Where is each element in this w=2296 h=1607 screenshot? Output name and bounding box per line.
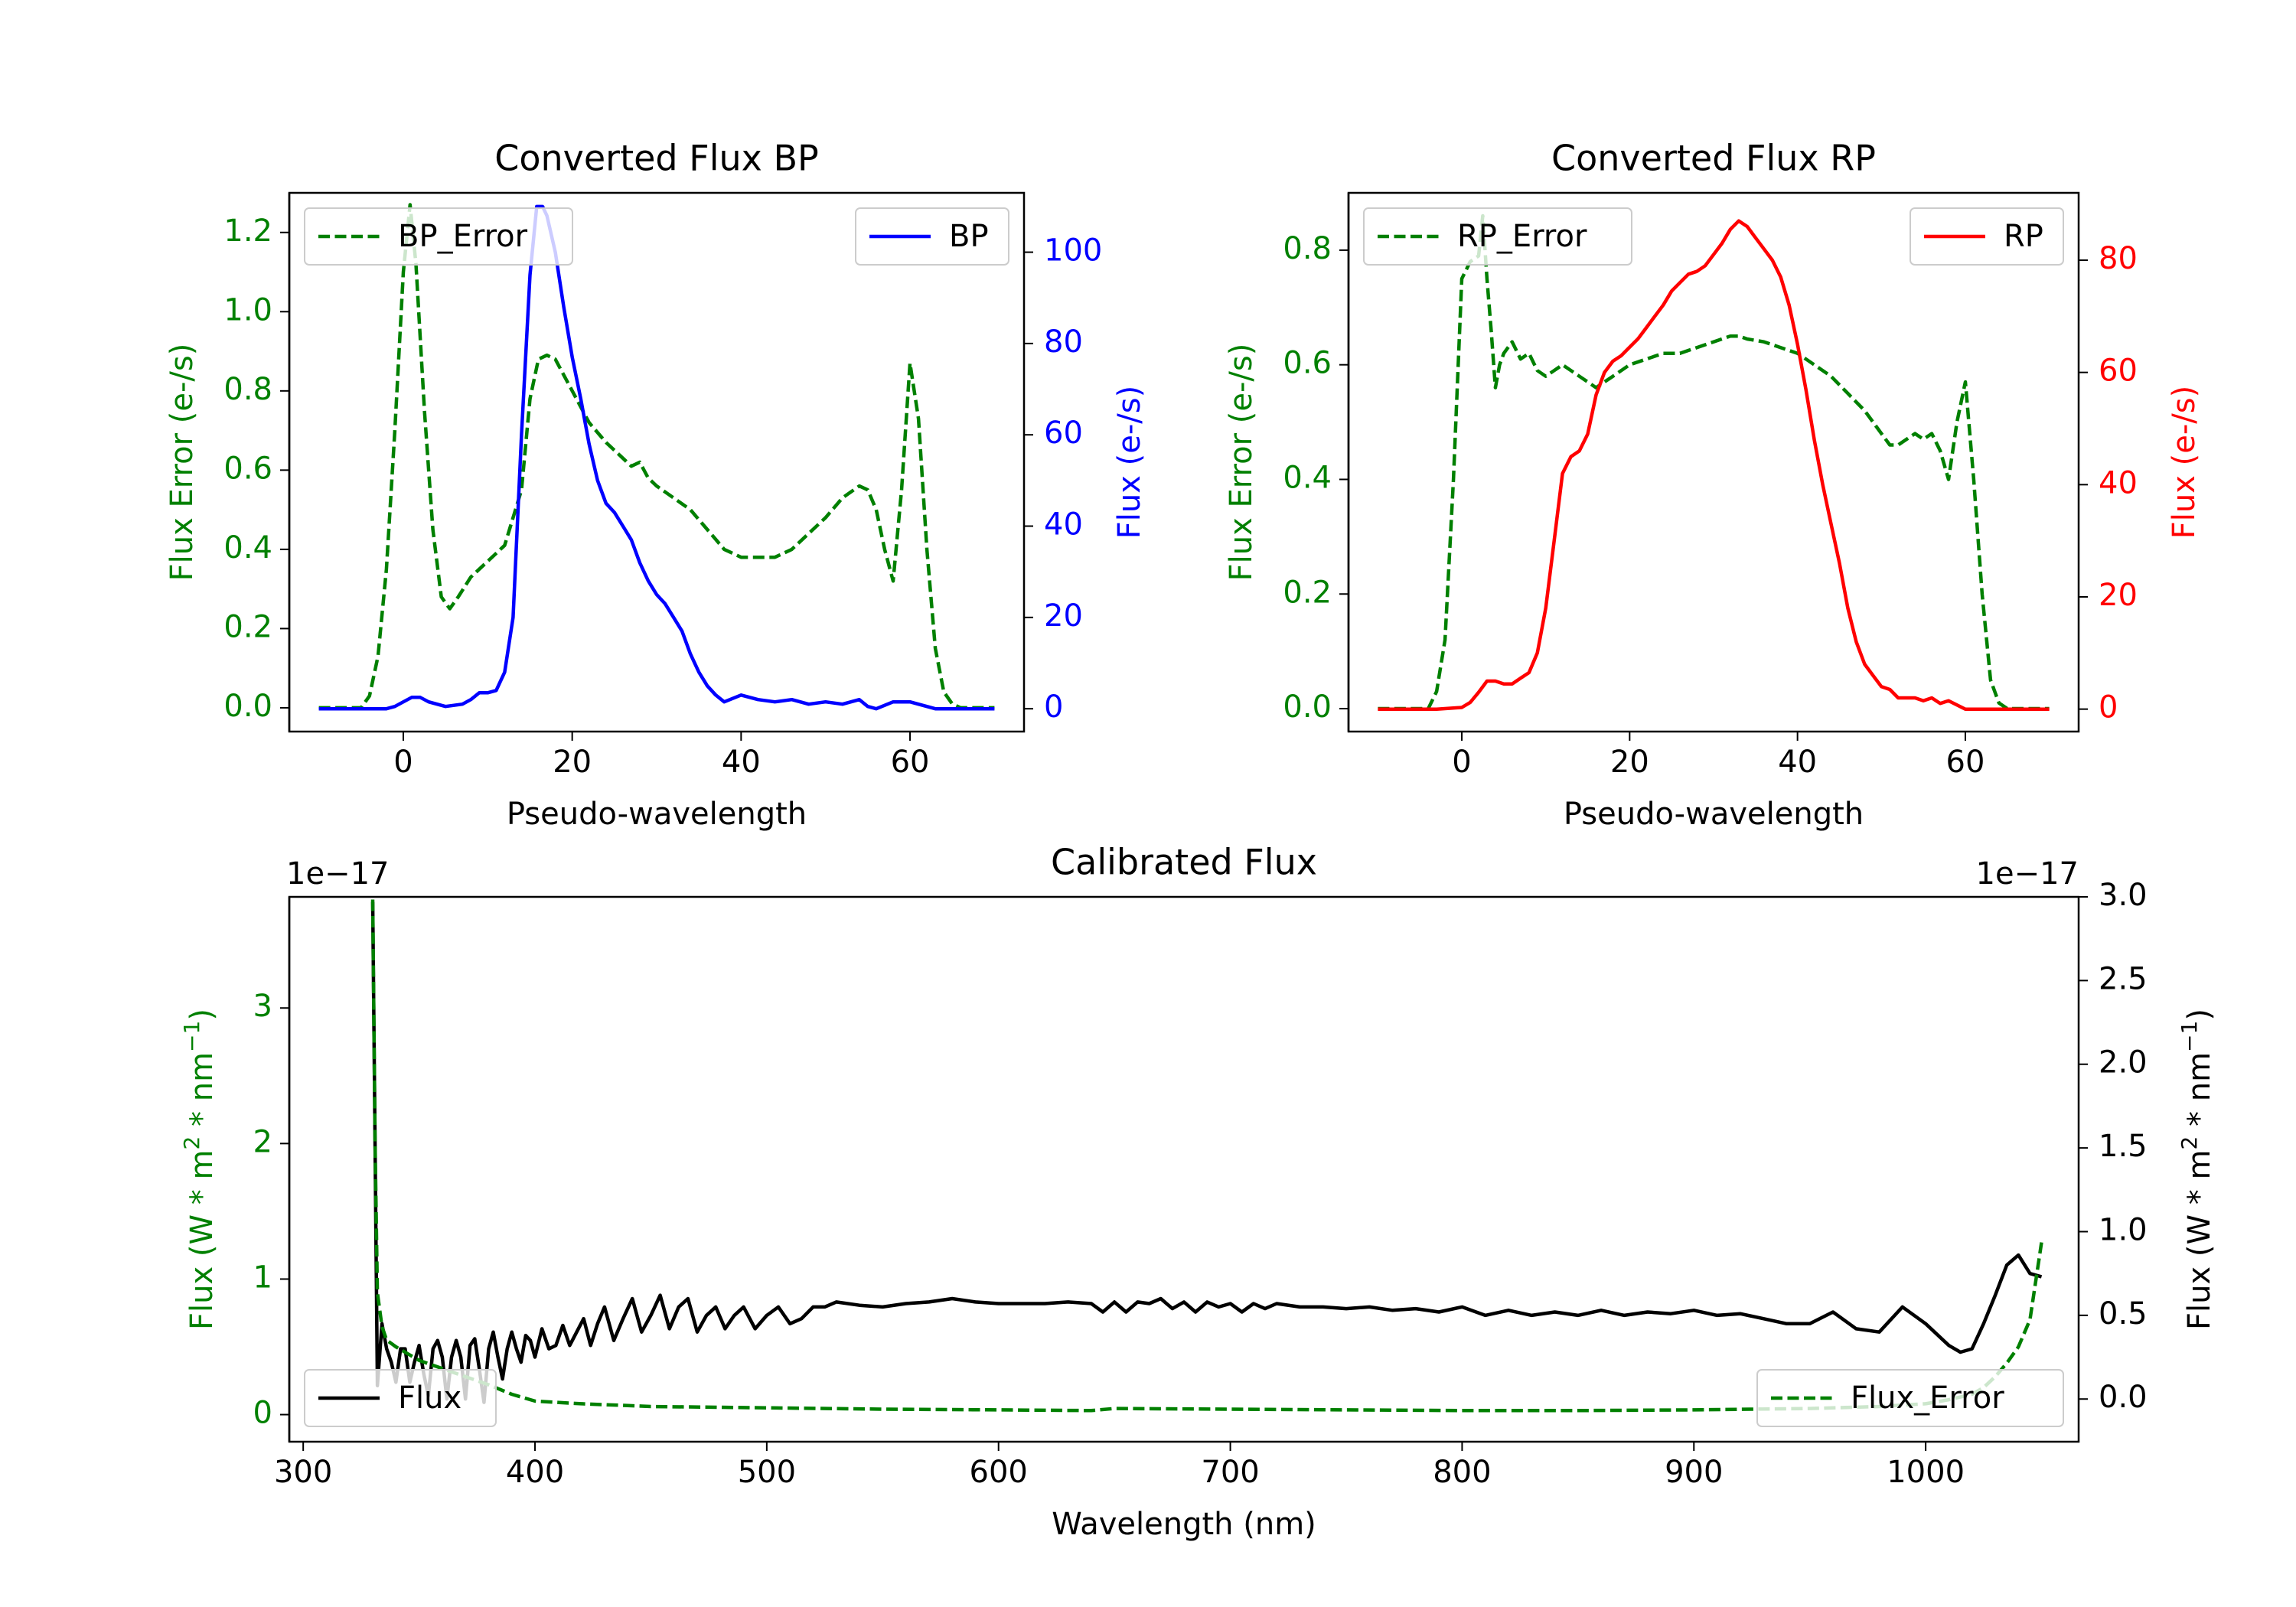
right-tick-label: 60 (2099, 354, 2138, 389)
left-tick-label: 0.0 (223, 689, 272, 724)
left-axis-label: Flux Error (e-/s) (1224, 344, 1259, 582)
right-tick-label: 2.5 (2099, 961, 2148, 996)
legend-flux-error: Flux_Error (1756, 1369, 2064, 1427)
plot-frame (288, 191, 1026, 733)
legend-rp: RP (1910, 207, 2064, 266)
right-offset-text: 1e−17 (1976, 856, 2079, 892)
legend-label: BP (949, 219, 989, 254)
right-tick-label: 80 (2099, 241, 2138, 276)
plot-frame (288, 895, 2080, 1443)
x-tick-label: 0 (1452, 745, 1471, 780)
legend-label: RP_Error (1457, 219, 1587, 254)
x-tick-label: 20 (1610, 745, 1649, 780)
left-tick-label: 1.2 (223, 214, 272, 249)
x-axis-label: Pseudo-wavelength (1564, 797, 1864, 832)
right-tick-label: 40 (2099, 465, 2138, 500)
legend-bp: BP (855, 207, 1009, 266)
chart-title: Converted Flux RP (1551, 138, 1876, 179)
legend-label: Flux (398, 1380, 461, 1416)
left-tick-label: 0.2 (223, 609, 272, 644)
legend-box (1910, 207, 2064, 266)
chart-rp: Converted Flux RP 0 20 40 60 Pseudo-wavelengt… (1224, 138, 2202, 833)
left-tick-label: 3 (253, 989, 272, 1024)
x-tick-label: 40 (722, 745, 761, 780)
left-axis-label: Flux Error (e-/s) (165, 344, 200, 582)
right-tick-label: 0 (1044, 689, 1063, 725)
chart-title: Calibrated Flux (1051, 842, 1317, 883)
right-tick-label: 80 (1044, 324, 1083, 360)
right-tick-label: 0.0 (2099, 1380, 2148, 1415)
x-axis-label: Wavelength (nm) (1052, 1507, 1316, 1542)
x-tick-label: 300 (274, 1455, 332, 1490)
left-tick-label: 1 (253, 1260, 272, 1295)
x-tick-label: 500 (738, 1455, 796, 1490)
x-tick-label: 900 (1665, 1455, 1723, 1490)
plot-frame (1347, 191, 2080, 733)
left-tick-label: 0.6 (223, 451, 272, 486)
left-tick-label: 0.6 (1283, 346, 1332, 381)
right-axis-label: Flux (e-/s) (2167, 386, 2202, 539)
left-tick-label: 0.4 (223, 530, 272, 566)
legend-box (304, 1369, 497, 1427)
right-tick-label: 60 (1044, 416, 1083, 451)
x-axis-label: Pseudo-wavelength (507, 797, 807, 832)
right-tick-label: 2.0 (2099, 1045, 2148, 1081)
series-line-bp (318, 204, 995, 711)
right-tick-label: 3.0 (2099, 878, 2148, 913)
x-tick-label: 40 (1778, 745, 1817, 780)
x-tick-label: 20 (553, 745, 592, 780)
legend-box (1756, 1369, 2064, 1427)
legend-label: RP (2004, 219, 2043, 254)
right-tick-label: 20 (1044, 598, 1083, 634)
series-line-flux-error (370, 899, 2043, 1413)
legend-box (304, 207, 573, 266)
left-tick-label: 0.2 (1283, 575, 1332, 610)
left-tick-label: 0.0 (1283, 689, 1332, 725)
legend-box (855, 207, 1009, 266)
right-tick-label: 0 (2099, 690, 2118, 725)
left-tick-label: 0.8 (1283, 231, 1332, 266)
series-line-bp-error (318, 203, 995, 710)
chart-calibrated: Calibrated Flux 300 400 500 600 700 800 900 1000… (179, 842, 2217, 1543)
left-tick-label: 0.8 (223, 372, 272, 407)
right-axis-label: Flux (W * m2 * nm−1) (2177, 1009, 2217, 1330)
left-tick-label: 2 (253, 1124, 272, 1159)
x-tick-label: 60 (1946, 745, 1985, 780)
legend-rp-error: RP_Error (1363, 207, 1632, 266)
left-axis-label: Flux (W * m2 * nm−1) (179, 1009, 220, 1330)
x-tick-label: 700 (1201, 1455, 1259, 1490)
x-tick-label: 600 (970, 1455, 1028, 1490)
legend-bp-error: BP_Error (304, 207, 573, 266)
right-tick-label: 0.5 (2099, 1296, 2148, 1332)
legend-label: Flux_Error (1851, 1380, 2004, 1416)
left-tick-label: 1.0 (223, 292, 272, 328)
series-line-rp (1378, 219, 2050, 711)
legend-flux: Flux (304, 1369, 497, 1427)
right-tick-label: 20 (2099, 578, 2138, 613)
left-tick-label: 0 (253, 1396, 272, 1431)
series-line-rp-error (1378, 214, 2050, 711)
series-line-flux (370, 901, 2043, 1404)
chart-title: Converted Flux BP (494, 138, 819, 179)
chart-bp: Converted Flux BP 0 20 40 60 Pseudo-wavelengt… (165, 138, 1147, 833)
right-axis-label: Flux (e-/s) (1112, 386, 1147, 539)
right-tick-label: 1.0 (2099, 1212, 2148, 1247)
x-tick-label: 60 (891, 745, 930, 780)
legend-label: BP_Error (398, 219, 528, 254)
x-tick-label: 1000 (1887, 1455, 1965, 1490)
right-tick-label: 1.5 (2099, 1129, 2148, 1164)
right-tick-label: 100 (1044, 233, 1102, 269)
left-tick-label: 0.4 (1283, 460, 1332, 495)
right-tick-label: 40 (1044, 507, 1083, 543)
legend-box (1363, 207, 1632, 266)
x-tick-label: 800 (1433, 1455, 1491, 1490)
x-tick-label: 0 (393, 745, 413, 780)
x-tick-label: 400 (506, 1455, 564, 1490)
left-offset-text: 1e−17 (286, 856, 389, 892)
